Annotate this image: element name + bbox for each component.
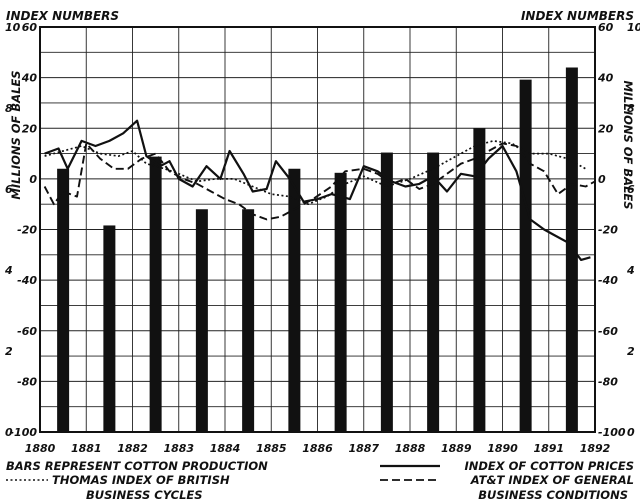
legend-cotton-label: INDEX OF COTTON PRICES xyxy=(464,459,634,473)
header-left: INDEX NUMBERS xyxy=(6,9,119,23)
production-bar-2 xyxy=(103,225,116,432)
left-index-tick-label: 40 xyxy=(21,72,38,85)
left-bales-tick-label: 8 xyxy=(5,102,13,115)
left-index-tick-label: 20 xyxy=(22,122,38,135)
right-index-tick-label: 0 xyxy=(598,173,606,186)
legend-bars-note: BARS REPRESENT COTTON PRODUCTION xyxy=(6,459,268,473)
right-index-tick-label: -80 xyxy=(598,375,618,388)
left-index-tick-label: -40 xyxy=(17,274,37,287)
x-tick-label: 1887 xyxy=(348,442,379,455)
production-bar-5 xyxy=(242,209,255,432)
right-index-tick-label: 40 xyxy=(597,72,614,85)
x-tick-label: 1892 xyxy=(580,442,611,455)
x-tick-label: 1888 xyxy=(395,442,426,455)
x-tick-label: 1889 xyxy=(441,442,472,455)
x-tick-label: 1890 xyxy=(487,442,518,455)
left-index-tick-label: -100 xyxy=(9,426,37,439)
legend-thomas-line1: THOMAS INDEX OF BRITISH xyxy=(52,473,230,487)
left-bales-tick-label: 0 xyxy=(5,426,13,439)
right-axis-label: MILLIONS OF BALES xyxy=(621,80,635,209)
right-bales-tick-label: 0 xyxy=(627,426,635,439)
header-right: INDEX NUMBERS xyxy=(521,9,634,23)
right-index-tick-label: 20 xyxy=(598,122,614,135)
right-index-tick-label: -100 xyxy=(598,426,626,439)
left-index-tick-label: -20 xyxy=(17,224,37,237)
right-bales-tick-label: 10 xyxy=(627,21,640,34)
production-bar-7 xyxy=(334,172,347,433)
production-bar-4 xyxy=(195,209,208,432)
x-tick-label: 1880 xyxy=(25,442,56,455)
right-bales-tick-label: 6 xyxy=(627,183,635,196)
left-bales-tick-label: 4 xyxy=(4,264,13,277)
production-bar-6 xyxy=(288,168,301,432)
right-bales-tick-label: 8 xyxy=(627,102,635,115)
production-bar-8 xyxy=(380,152,393,433)
left-index-tick-label: 60 xyxy=(22,21,38,34)
x-tick-label: 1881 xyxy=(71,442,102,455)
right-index-tick-label: 60 xyxy=(598,21,614,34)
production-bar-10 xyxy=(473,128,486,432)
left-axis-label: MILLIONS OF BALES xyxy=(9,70,23,199)
legend-att-line2: BUSINESS CONDITIONS xyxy=(478,488,628,502)
right-index-tick-label: -40 xyxy=(598,274,618,287)
right-index-tick-label: -60 xyxy=(598,325,618,338)
plot-frame xyxy=(39,26,596,433)
left-index-tick-label: -60 xyxy=(17,325,37,338)
grid xyxy=(40,27,595,432)
legend: BARS REPRESENT COTTON PRODUCTION THOMAS … xyxy=(6,459,634,502)
left-index-tick-label: 0 xyxy=(29,173,37,186)
left-bales-tick-label: 10 xyxy=(5,21,21,34)
x-tick-label: 1891 xyxy=(533,442,564,455)
production-bar-3 xyxy=(149,156,162,432)
right-bales-tick-label: 4 xyxy=(626,264,635,277)
right-index-tick-label: -20 xyxy=(598,224,618,237)
production-bar-1 xyxy=(57,168,70,432)
x-tick-label: 1882 xyxy=(117,442,148,455)
index-lines xyxy=(43,119,596,261)
series-line-dotted xyxy=(44,140,587,206)
production-bar-11 xyxy=(519,79,532,433)
left-bales-tick-label: 2 xyxy=(5,345,13,358)
x-tick-label: 1885 xyxy=(256,442,287,455)
axis-ticks: 1880 1881 1882 1883 1884 1885 1886 1887 1888 1889… xyxy=(4,21,640,455)
left-bales-tick-label: 6 xyxy=(5,183,13,196)
x-tick-label: 1883 xyxy=(163,442,194,455)
production-bar-9 xyxy=(427,152,440,433)
legend-thomas-line2: BUSINESS CYCLES xyxy=(86,488,203,502)
series-line-dashed xyxy=(43,142,596,221)
right-bales-tick-label: 2 xyxy=(627,345,635,358)
x-tick-label: 1886 xyxy=(302,442,333,455)
legend-att-line1: AT&T INDEX OF GENERAL xyxy=(470,473,634,487)
x-tick-label: 1884 xyxy=(210,442,241,455)
left-index-tick-label: -80 xyxy=(17,375,37,388)
